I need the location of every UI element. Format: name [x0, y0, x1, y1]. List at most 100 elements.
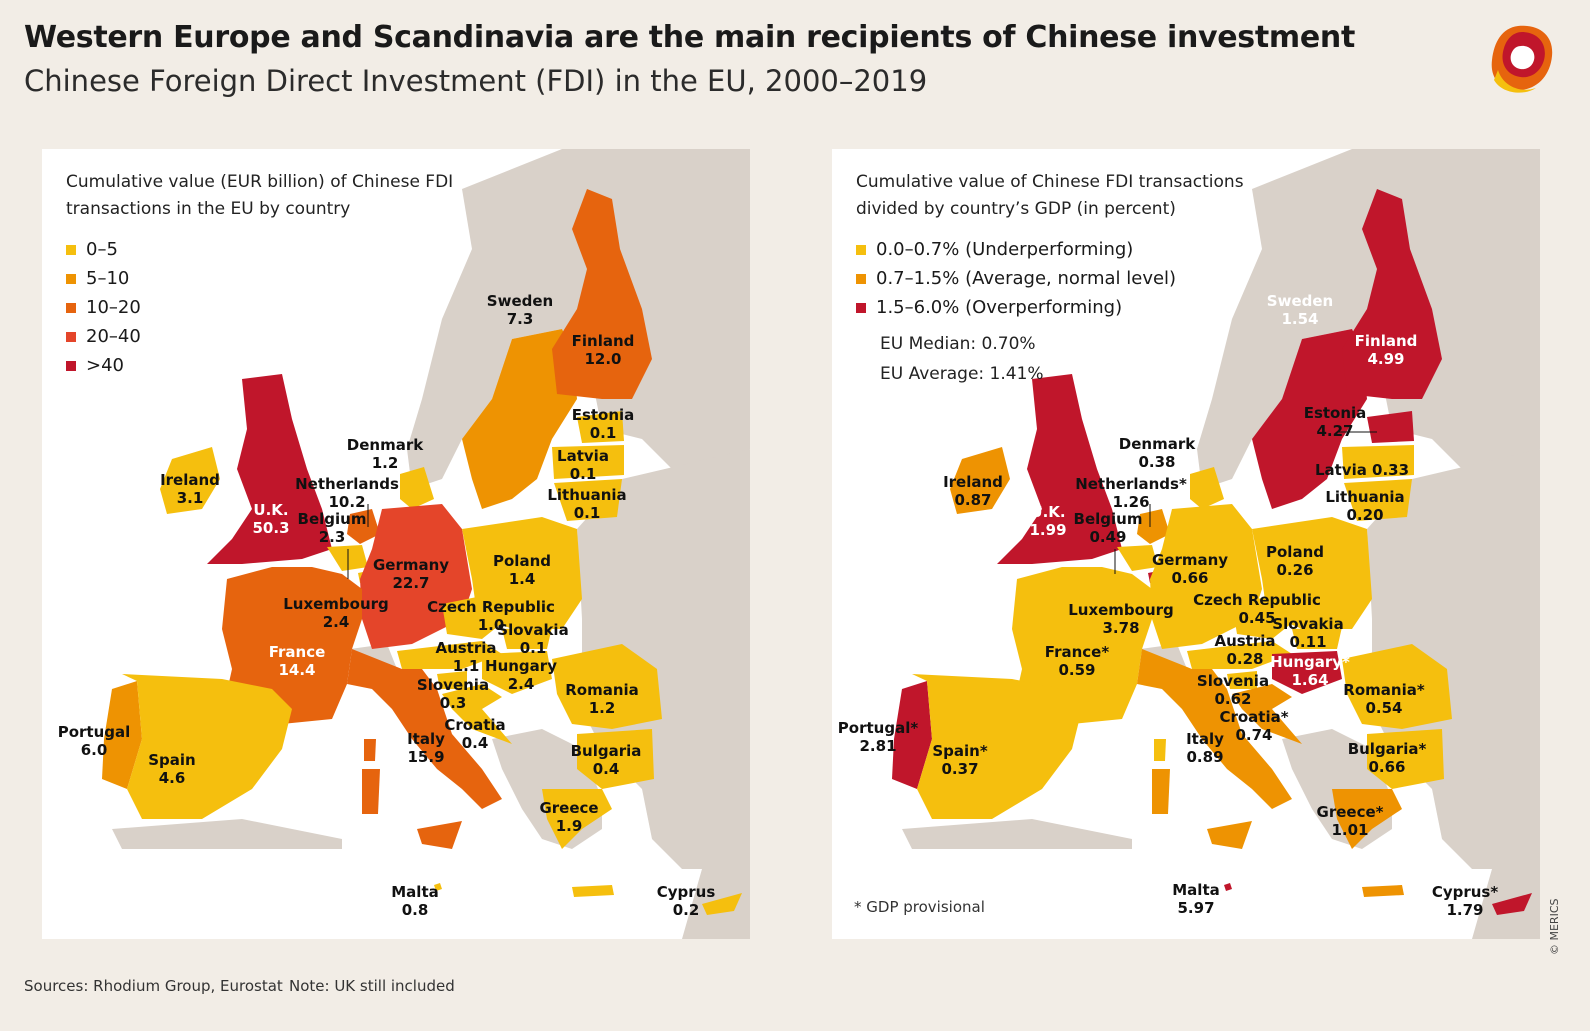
sardinia-shape [1152, 769, 1170, 814]
label-poland: Poland 1.4 [493, 552, 551, 588]
label-romania: Romania* 0.54 [1343, 681, 1425, 717]
label-ireland: Ireland 3.1 [160, 471, 220, 507]
legend-swatch [66, 273, 76, 284]
portugal-shape [892, 681, 932, 789]
slovakia-shape [1292, 627, 1342, 649]
label-lithuania: Lithuania 0.1 [547, 486, 627, 522]
sardinia-shape [362, 769, 380, 814]
label-malta: Malta 0.8 [391, 883, 439, 919]
lithuania-shape [1344, 479, 1412, 521]
label-romania: Romania 1.2 [565, 681, 639, 717]
label-spain: Spain 4.6 [148, 751, 196, 787]
right-panel-title: Cumulative value of Chinese FDI transact… [856, 172, 1244, 219]
label-austria: Austria 1.1 [435, 639, 497, 675]
label-denmark: Denmark 1.2 [346, 436, 424, 472]
label-czech: Czech Republic 1.0 [427, 598, 555, 634]
merics-logo [1491, 25, 1553, 93]
spain-shape [912, 674, 1082, 819]
croatia-shape [442, 684, 512, 744]
hungary-shape [482, 651, 552, 694]
label-belgium: Belgium 2.3 [297, 510, 367, 546]
sicily-shape [1207, 821, 1252, 849]
label-luxembourg: Luxembourg 3.78 [1068, 601, 1174, 637]
eu-stats: EU Median: 0.70% EU Average: 1.41% [880, 329, 1044, 389]
left-map [102, 149, 750, 939]
label-hungary: Hungary 2.4 [485, 657, 557, 693]
label-sweden: Sweden 1.54 [1266, 292, 1334, 328]
ireland-shape [160, 447, 220, 514]
page-title: Western Europe and Scandinavia are the m… [24, 20, 1356, 55]
denmark-shape [400, 467, 434, 509]
label-spain: Spain* 0.37 [932, 742, 988, 778]
eu-average: EU Average: 1.41% [880, 364, 1044, 384]
greece-shape [1332, 789, 1402, 849]
label-italy: Italy 0.89 [1186, 730, 1224, 766]
legend-swatch [66, 331, 76, 342]
label-bulgaria: Bulgaria* 0.66 [1347, 740, 1427, 776]
sweden-shape [462, 329, 577, 509]
label-france: France* 0.59 [1044, 643, 1110, 679]
sweden-shape [1252, 329, 1367, 509]
croatia-shape [1232, 684, 1302, 744]
legend-swatch [66, 302, 76, 313]
legend-swatch [66, 244, 76, 255]
label-austria: Austria 0.28 [1214, 632, 1276, 668]
label-greece: Greece* 1.01 [1316, 803, 1384, 839]
label-slovakia: Slovakia 0.11 [1272, 615, 1344, 651]
austria-shape [1187, 641, 1292, 669]
legend-swatch [856, 244, 866, 255]
label-germany: Germany 0.66 [1151, 551, 1229, 587]
label-belgium: Belgium 0.49 [1073, 510, 1143, 546]
romania-shape [552, 644, 662, 729]
legend-item: 5–10 [66, 264, 141, 293]
slovenia-shape [1227, 671, 1257, 689]
label-croatia: Croatia* 0.74 [1219, 708, 1289, 744]
right-map-panel: Cumulative value of Chinese FDI transact… [832, 149, 1540, 939]
spain-shape [122, 674, 292, 819]
label-ireland: Ireland 0.87 [943, 473, 1003, 509]
left-legend: 0–5 5–10 10–20 20–40 >40 [66, 235, 141, 380]
bulgaria-shape [1367, 729, 1444, 789]
label-croatia: Croatia 0.4 [444, 716, 506, 752]
label-greece: Greece 1.9 [539, 799, 599, 835]
czech-shape [442, 597, 507, 639]
label-slovakia: Slovakia 0.1 [497, 621, 569, 657]
legend-swatch [856, 273, 866, 284]
label-poland: Poland 0.26 [1266, 543, 1324, 579]
lithuania-shape [554, 479, 622, 521]
belgium-shape [1117, 545, 1158, 571]
label-estonia: Estonia 4.27 [1303, 404, 1367, 440]
netherlands-shape [1137, 509, 1170, 544]
czech-shape [1232, 597, 1297, 639]
label-netherlands: Netherlands 10.2 [295, 475, 399, 511]
gdp-note: * GDP provisional [854, 898, 985, 916]
label-cyprus: Cyprus 0.2 [656, 883, 716, 919]
turkey-land [642, 769, 750, 869]
legend-item: 20–40 [66, 322, 141, 351]
denmark-shape [1190, 467, 1224, 509]
bulgaria-shape [577, 729, 654, 789]
label-latvia: Latvia 0.1 [557, 447, 609, 483]
sicily-shape [417, 821, 462, 849]
corsica-shape [1154, 739, 1166, 761]
label-netherlands: Netherlands* 1.26 [1075, 475, 1187, 511]
eu-median: EU Median: 0.70% [880, 334, 1036, 354]
poland-shape [1252, 517, 1372, 629]
austria-shape [397, 641, 502, 669]
label-bulgaria: Bulgaria 0.4 [570, 742, 642, 778]
finland-shape [1342, 189, 1442, 399]
sources-text: Sources: Rhodium Group, Eurostat [24, 977, 283, 995]
legend-item: 1.5–6.0% (Overperforming) [856, 293, 1176, 322]
left-map-panel: Cumulative value (EUR billion) of Chines… [42, 149, 750, 939]
slovenia-shape [437, 671, 467, 689]
label-sweden: Sweden 7.3 [486, 292, 554, 328]
legend-item: 0–5 [66, 235, 141, 264]
uk-shape [207, 374, 332, 564]
legend-item: 10–20 [66, 293, 141, 322]
label-slovenia: Slovenia 0.3 [416, 676, 490, 712]
netherlands-shape [347, 509, 380, 544]
cyprus-shape [1492, 893, 1532, 915]
corsica-shape [364, 739, 376, 761]
latvia-shape [552, 445, 624, 479]
finland-shape [552, 189, 652, 399]
